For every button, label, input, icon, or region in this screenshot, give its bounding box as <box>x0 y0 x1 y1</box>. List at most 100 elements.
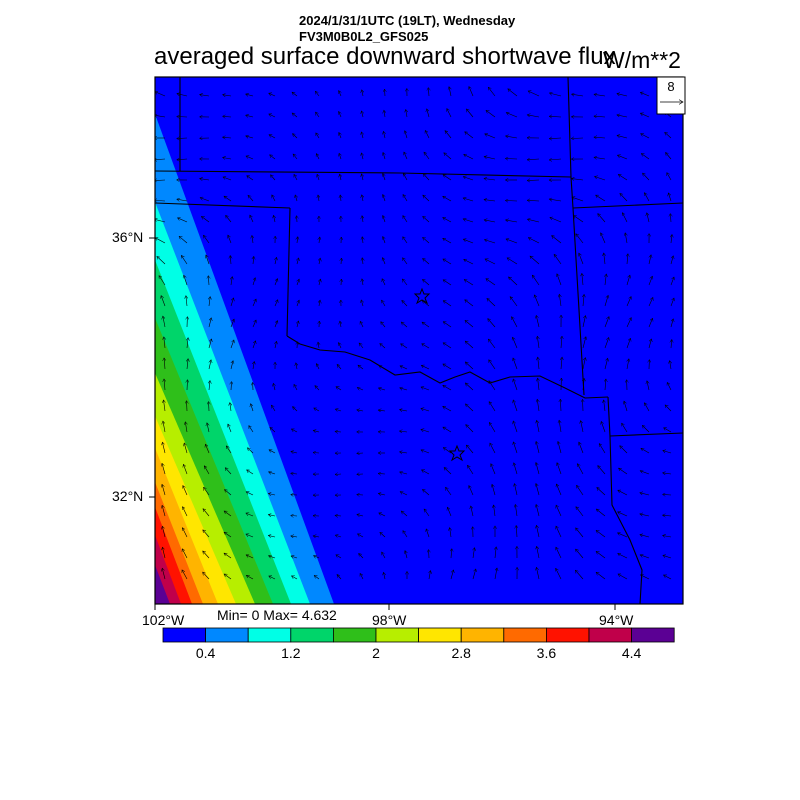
wind-vector <box>250 215 254 223</box>
colorbar-label-2: 2 <box>372 645 380 661</box>
wind-vector <box>384 572 386 580</box>
wind-vector <box>443 301 452 307</box>
colorbar-label-1: 1.2 <box>281 645 301 661</box>
wind-vector <box>208 339 212 349</box>
wind-vector <box>505 201 518 202</box>
wind-vector <box>378 388 386 390</box>
wind-vector <box>670 319 673 328</box>
wind-vector <box>314 575 320 580</box>
wind-vector <box>641 154 650 160</box>
wind-vector <box>648 297 653 307</box>
wind-vector <box>465 132 474 139</box>
wind-vector <box>164 337 165 349</box>
wind-vector <box>671 235 672 244</box>
wind-vector <box>164 358 165 370</box>
wind-vector <box>670 361 671 370</box>
ref-vector-label: 8 <box>667 79 674 94</box>
wind-vector <box>201 216 210 223</box>
wind-vector <box>594 94 606 96</box>
wind-vector <box>155 159 166 160</box>
lat-ticks <box>149 237 155 498</box>
wind-vector <box>581 421 584 433</box>
wind-vector <box>464 259 474 265</box>
wind-vector <box>663 555 672 559</box>
wind-vector <box>605 379 606 391</box>
wind-vector <box>506 239 518 244</box>
wind-vector <box>446 487 452 496</box>
wind-vector <box>273 383 275 391</box>
wind-vector <box>337 575 342 580</box>
wind-vector <box>246 534 254 538</box>
wind-vector <box>179 236 188 244</box>
wind-vector <box>465 383 474 391</box>
wind-vector <box>428 88 429 97</box>
wind-vector <box>208 276 209 286</box>
wind-vector <box>400 366 408 370</box>
wind-vector <box>666 153 672 160</box>
wind-vector <box>402 531 408 538</box>
wind-vector <box>640 471 650 475</box>
wind-vector <box>181 255 188 265</box>
wind-vector <box>598 444 606 454</box>
wind-vector <box>443 385 452 391</box>
wind-vector <box>447 109 452 118</box>
wind-vector <box>336 555 342 559</box>
wind-vector <box>484 157 496 160</box>
colorbar-label-4: 3.6 <box>536 645 557 661</box>
wind-vector <box>670 298 674 307</box>
wind-vector <box>648 276 652 286</box>
wind-vector <box>443 322 452 328</box>
wind-vector <box>313 430 320 432</box>
wind-vector <box>425 130 430 139</box>
wind-vector <box>450 570 454 580</box>
wind-vector <box>319 258 320 265</box>
wind-vector <box>571 179 584 180</box>
wind-vector <box>246 94 254 96</box>
wind-vector <box>155 200 166 201</box>
wind-vector <box>445 131 452 139</box>
wind-vector <box>536 441 540 454</box>
border-red-river <box>286 335 609 399</box>
wind-vector <box>155 238 166 244</box>
state-borders <box>155 77 683 604</box>
colorbar-box-5 <box>375 627 419 643</box>
colorbar-label-5: 4.4 <box>621 645 642 661</box>
wind-vector <box>178 218 188 223</box>
wind-vector <box>665 405 672 412</box>
wind-vector <box>554 254 562 265</box>
wind-vector <box>579 442 584 454</box>
wind-vector <box>268 515 276 516</box>
wind-vector <box>315 386 320 391</box>
wind-vector <box>467 465 474 475</box>
wind-vector <box>443 280 452 286</box>
wind-vector <box>466 425 474 433</box>
wind-vector <box>296 363 297 370</box>
wind-vector <box>644 403 650 412</box>
wind-vector <box>249 426 254 433</box>
wind-vector <box>402 279 408 286</box>
wind-vector <box>491 464 496 475</box>
wind-vector <box>297 279 299 286</box>
wind-vector <box>340 321 341 328</box>
wind-vector <box>223 158 232 160</box>
wind-vector <box>598 214 606 223</box>
wind-vector <box>335 535 342 537</box>
colorbar-box-2 <box>247 627 292 643</box>
wind-vector <box>293 407 298 412</box>
wind-vector <box>538 357 539 370</box>
wind-vector <box>618 574 628 580</box>
wind-vector <box>515 504 517 517</box>
wind-vector <box>595 177 606 181</box>
wind-vector <box>513 337 518 349</box>
wind-vector <box>292 92 298 97</box>
wind-vector <box>246 492 254 496</box>
wind-vector <box>383 195 385 202</box>
colorbar-box-9 <box>546 627 590 643</box>
wind-vector <box>269 450 276 454</box>
wind-vector <box>319 300 320 307</box>
wind-vector <box>506 220 518 223</box>
wind-vector <box>618 554 628 559</box>
wind-vectors <box>155 87 674 580</box>
wind-vector <box>596 509 606 517</box>
wind-vector <box>385 89 386 97</box>
